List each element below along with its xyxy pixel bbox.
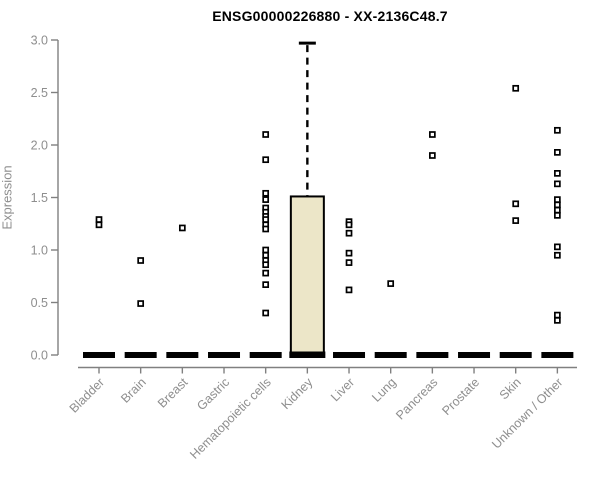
- box-pancreas: [416, 352, 449, 358]
- x-category-label: Liver: [328, 375, 357, 404]
- outlier-point-liver: [345, 286, 353, 294]
- x-category-label: Bladder: [67, 375, 107, 415]
- median-line-kidney: [289, 351, 326, 358]
- outlier-point-pancreas: [429, 131, 436, 138]
- outlier-point-unknown-other: [554, 201, 561, 209]
- outlier-point-liver: [345, 221, 353, 229]
- outlier-point-hematopoietic-cells: [262, 131, 270, 138]
- outlier-point-hematopoietic-cells: [262, 246, 270, 254]
- x-category-label: Gastric: [194, 375, 232, 413]
- x-category-label: Brain: [118, 375, 149, 406]
- y-tick-label: 0.0: [31, 349, 48, 363]
- outlier-point-unknown-other: [554, 126, 561, 134]
- outlier-point-hematopoietic-cells: [262, 309, 270, 317]
- outlier-point-hematopoietic-cells: [262, 196, 270, 203]
- x-category-label: Unknown / Other: [489, 375, 565, 451]
- box-lung: [374, 352, 407, 358]
- x-category-label: Skin: [497, 375, 524, 402]
- outlier-point-pancreas: [429, 152, 436, 159]
- outlier-point-hematopoietic-cells: [262, 261, 270, 269]
- box-unknown-other: [541, 352, 574, 358]
- box-liver: [333, 352, 366, 358]
- outlier-point-unknown-other: [554, 149, 561, 156]
- box-brain: [124, 352, 157, 358]
- box-skin: [499, 352, 532, 358]
- outlier-point-hematopoietic-cells: [262, 216, 270, 223]
- outlier-point-unknown-other: [554, 196, 561, 203]
- box-kidney: [289, 195, 325, 356]
- outlier-point-unknown-other: [554, 206, 561, 214]
- outlier-point-brain: [137, 300, 145, 307]
- outlier-point-unknown-other: [554, 317, 561, 324]
- outlier-point-bladder: [95, 221, 103, 229]
- x-category-label: Kidney: [279, 375, 316, 412]
- outlier-point-unknown-other: [554, 212, 561, 219]
- outlier-point-liver: [345, 229, 353, 237]
- outlier-point-lung: [387, 280, 395, 287]
- y-tick-label: 1.5: [31, 191, 48, 205]
- box-prostate: [458, 352, 491, 358]
- y-tick-label: 2.0: [31, 139, 48, 153]
- outlier-point-unknown-other: [554, 243, 561, 251]
- outlier-point-hematopoietic-cells: [262, 251, 270, 259]
- outlier-point-brain: [137, 257, 145, 264]
- box-hematopoietic-cells: [249, 352, 282, 358]
- x-category-label: Hematopoietic cells: [187, 375, 274, 462]
- outlier-point-unknown-other: [554, 180, 561, 188]
- outlier-point-skin: [512, 200, 520, 208]
- y-tick-label: 3.0: [31, 34, 48, 48]
- outlier-point-hematopoietic-cells: [262, 225, 270, 233]
- y-tick-label: 0.5: [31, 296, 48, 310]
- outlier-point-skin: [512, 84, 520, 92]
- outlier-point-unknown-other: [554, 251, 561, 259]
- y-tick-label: 2.5: [31, 86, 48, 100]
- outlier-point-liver: [345, 259, 353, 266]
- chart-title: ENSG00000226880 - XX-2136C48.7: [212, 8, 448, 24]
- outlier-point-hematopoietic-cells: [262, 189, 270, 197]
- outlier-point-breast: [178, 224, 186, 232]
- outlier-point-hematopoietic-cells: [262, 156, 270, 164]
- x-category-label: Prostate: [439, 375, 482, 418]
- x-category-label: Lung: [369, 375, 399, 405]
- outlier-point-unknown-other: [554, 170, 561, 177]
- outlier-point-hematopoietic-cells: [262, 269, 270, 277]
- x-category-label: Breast: [155, 375, 191, 411]
- box-bladder: [83, 352, 115, 358]
- outlier-point-unknown-other: [554, 311, 561, 319]
- outlier-point-bladder: [95, 216, 103, 223]
- outlier-point-liver: [345, 249, 353, 257]
- outlier-point-skin: [512, 217, 520, 224]
- y-tick-label: 1.0: [31, 244, 48, 258]
- outlier-point-hematopoietic-cells: [262, 281, 270, 288]
- x-category-label: Pancreas: [393, 375, 440, 422]
- box-gastric: [208, 352, 241, 358]
- box-breast: [166, 352, 199, 358]
